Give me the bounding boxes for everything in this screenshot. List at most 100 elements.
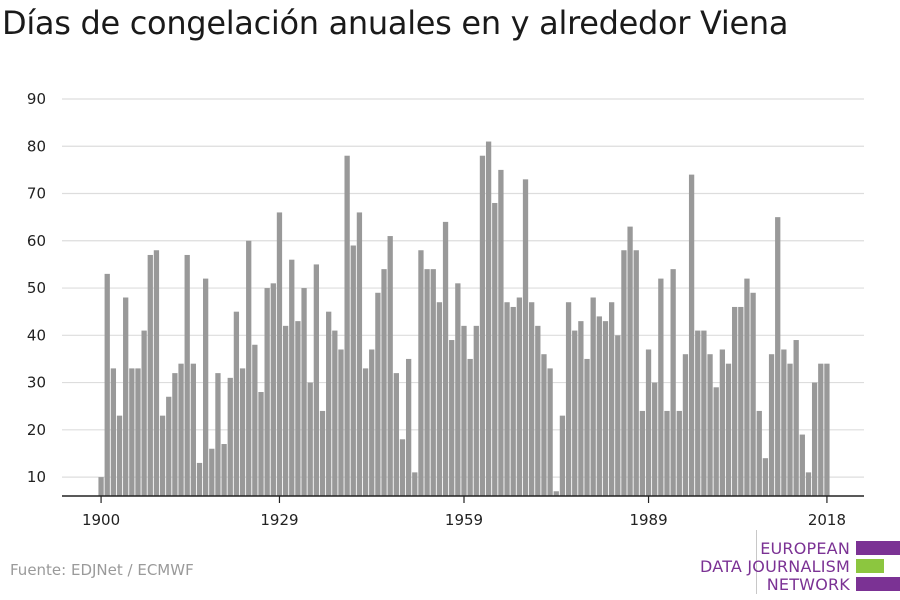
logo-divider <box>756 530 757 594</box>
bar <box>775 217 781 496</box>
bar <box>393 373 399 496</box>
bar <box>405 358 412 496</box>
bar <box>688 174 695 496</box>
bar <box>147 254 153 496</box>
bar <box>787 363 793 496</box>
bar <box>227 377 233 496</box>
bar <box>159 415 166 496</box>
bar <box>172 373 178 496</box>
bar <box>492 202 498 497</box>
bar <box>123 297 129 496</box>
x-tick-label: 1929 <box>260 511 298 529</box>
bar <box>356 212 363 496</box>
bar <box>430 269 436 496</box>
bar <box>153 250 160 496</box>
bar <box>799 434 805 496</box>
bar <box>264 288 270 496</box>
edjnet-logo: EUROPEAN DATA JOURNALISM NETWORK <box>700 530 900 594</box>
bar <box>221 444 227 496</box>
bar <box>732 306 738 496</box>
logo-bar-green <box>856 559 884 573</box>
bar <box>756 410 762 496</box>
bar <box>824 363 830 496</box>
bar <box>529 302 535 496</box>
logo-line-network: NETWORK <box>766 575 850 594</box>
bar <box>473 325 479 496</box>
bar <box>307 382 313 496</box>
bar <box>818 363 824 496</box>
bar <box>313 264 320 496</box>
bar <box>350 245 356 496</box>
bar <box>436 302 443 496</box>
bar <box>233 311 240 496</box>
bar <box>652 382 658 496</box>
bar <box>110 368 117 496</box>
bar <box>418 250 424 496</box>
bar <box>270 283 276 496</box>
bar <box>553 491 559 496</box>
logo-line-european: EUROPEAN <box>760 539 850 558</box>
bar <box>559 415 566 496</box>
bar <box>369 349 375 496</box>
bar <box>768 354 775 496</box>
bar <box>584 358 590 496</box>
bar <box>633 250 639 496</box>
bar <box>289 259 295 496</box>
y-tick-label: 60 <box>27 232 46 250</box>
bar <box>762 458 769 496</box>
x-axis-labels: 1900 1929 1959 1989 2018 <box>82 511 846 529</box>
bar <box>713 387 719 496</box>
bar <box>498 169 504 496</box>
bar <box>725 363 732 496</box>
y-tick-label: 30 <box>27 374 46 392</box>
bar <box>510 306 516 496</box>
bar <box>572 330 578 496</box>
bar <box>282 325 289 496</box>
logo-line-data-journalism: DATA JOURNALISM <box>700 557 850 576</box>
x-axis <box>62 495 864 503</box>
bar <box>547 368 553 496</box>
bar <box>461 325 467 496</box>
source-note: Fuente: EDJNet / ECMWF <box>10 561 194 579</box>
bar <box>184 254 190 496</box>
bar <box>707 354 713 496</box>
y-axis-labels: 10 20 30 40 50 60 70 80 90 <box>27 90 46 486</box>
bar <box>135 368 141 496</box>
bar <box>215 373 221 496</box>
bar <box>541 354 547 496</box>
bar <box>522 179 529 496</box>
bar <box>565 302 572 496</box>
bar <box>467 358 473 496</box>
x-tick-label: 1900 <box>82 511 120 529</box>
bar <box>424 269 430 496</box>
bar <box>535 325 541 496</box>
y-tick-label: 70 <box>27 185 46 203</box>
bar <box>442 221 449 496</box>
bar <box>658 278 664 496</box>
bar <box>203 278 209 496</box>
bar <box>190 363 196 496</box>
bar <box>178 363 184 496</box>
bar <box>664 410 670 496</box>
bar-chart: 10 20 30 40 50 60 70 80 90 1900 1929 1959 1989 2018 <box>27 90 864 529</box>
bar <box>750 292 756 496</box>
bar <box>276 212 283 496</box>
bar <box>141 330 147 496</box>
x-tick-label: 1959 <box>445 511 483 529</box>
bar <box>485 141 492 497</box>
bar <box>639 410 646 496</box>
bar <box>338 349 344 496</box>
bar <box>744 278 750 496</box>
x-tick-label: 2018 <box>808 511 846 529</box>
bar <box>116 415 123 496</box>
bar <box>670 269 676 496</box>
bar <box>98 477 104 496</box>
bar <box>362 368 369 496</box>
bar <box>252 344 258 496</box>
y-tick-label: 40 <box>27 326 46 344</box>
bar <box>387 236 393 496</box>
bar <box>332 330 338 496</box>
bar <box>449 340 455 496</box>
bar <box>676 410 682 496</box>
bar <box>719 349 725 496</box>
